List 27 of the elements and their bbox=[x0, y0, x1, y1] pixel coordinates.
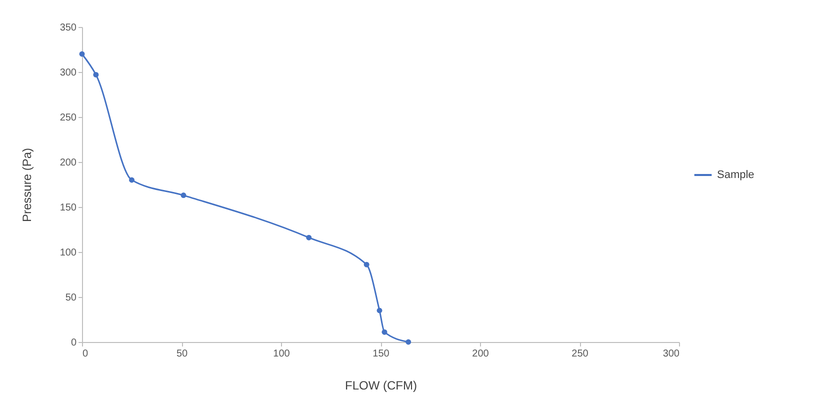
y-tick-label: 100 bbox=[60, 248, 77, 258]
legend-label: Sample bbox=[717, 169, 754, 181]
y-tick-label: 150 bbox=[60, 202, 77, 214]
y-tick-label: 350 bbox=[60, 22, 77, 34]
point bbox=[129, 177, 134, 183]
y-tick-label: 250 bbox=[60, 112, 77, 124]
point bbox=[180, 192, 186, 198]
point bbox=[364, 262, 370, 268]
x-tick-label: 50 bbox=[176, 348, 188, 360]
point bbox=[93, 72, 99, 78]
y-tick-label: 50 bbox=[65, 292, 77, 304]
point bbox=[382, 329, 388, 335]
x-axis-title: FLOW (CFM) bbox=[345, 378, 417, 392]
x-tick-label: 0 bbox=[82, 348, 88, 360]
y-tick-label: 200 bbox=[60, 158, 77, 168]
point bbox=[306, 234, 312, 240]
x-tick-label: 200 bbox=[472, 348, 490, 360]
point bbox=[376, 308, 382, 314]
y-tick-label: 0 bbox=[70, 338, 77, 348]
x-tick-label: 300 bbox=[662, 348, 680, 360]
y-tick-label: 300 bbox=[60, 68, 77, 78]
y-axis-title: Pressure (Pa) bbox=[20, 148, 34, 222]
x-tick-label: 250 bbox=[572, 348, 589, 360]
x-tick-label: 100 bbox=[273, 348, 290, 360]
x-tick-label: 150 bbox=[372, 348, 390, 360]
point bbox=[406, 339, 412, 345]
point bbox=[79, 51, 85, 57]
